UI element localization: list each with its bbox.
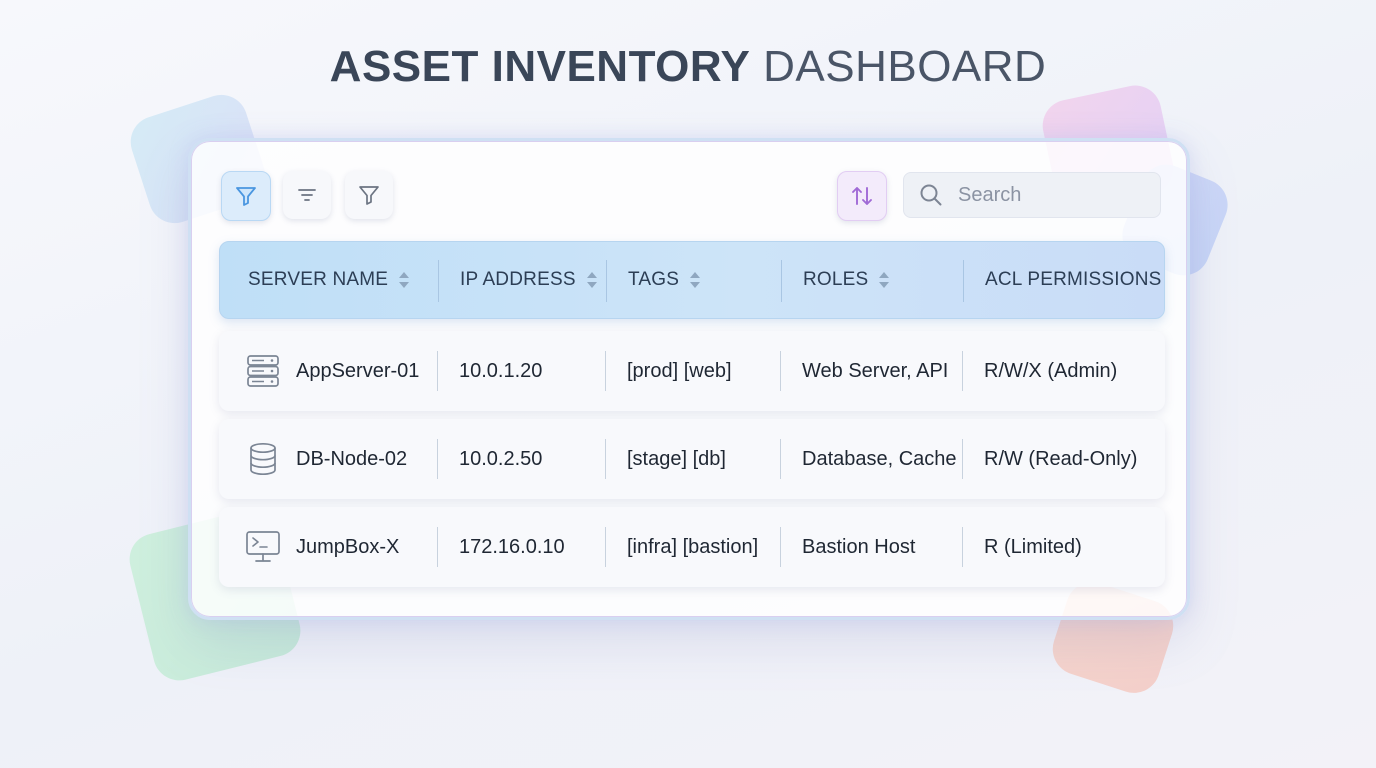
sort-button[interactable] (837, 171, 887, 221)
column-divider (437, 439, 438, 479)
server-name-cell: DB-Node-02 (296, 447, 408, 470)
funnel-icon (359, 186, 379, 205)
column-divider (962, 439, 963, 479)
column-divider (781, 260, 782, 302)
sort-caret-icon (586, 270, 598, 290)
filter-lines-button[interactable] (283, 171, 331, 219)
tags-cell: [infra] [bastion] (627, 535, 759, 558)
acl-permissions-cell: R/W (Read-Only) (984, 447, 1138, 470)
filter-lines-icon (298, 189, 316, 201)
sort-arrows-icon (852, 187, 872, 205)
roles-cell: Bastion Host (802, 535, 916, 558)
acl-permissions-cell: R (Limited) (984, 535, 1082, 558)
ip-address-cell: 10.0.1.20 (459, 359, 543, 382)
column-header-label: IP ADDRESS (460, 269, 576, 290)
column-divider (437, 527, 438, 567)
page-title: ASSET INVENTORY DASHBOARD (0, 42, 1376, 92)
database-icon (250, 442, 276, 476)
column-divider (437, 351, 438, 391)
ip-address-cell: 10.0.2.50 (459, 447, 543, 470)
column-divider (962, 351, 963, 391)
search-field[interactable] (903, 172, 1161, 218)
search-icon (920, 184, 942, 206)
column-divider (780, 527, 781, 567)
server-name-cell: AppServer-01 (296, 359, 420, 382)
filter-active-button[interactable] (221, 171, 271, 221)
column-divider (962, 527, 963, 567)
table-header: SERVER NAME IP ADDRESS TAGS ROLES (219, 241, 1165, 319)
sort-caret-icon (878, 270, 890, 290)
column-divider (605, 527, 606, 567)
tags-cell: [stage] [db] (627, 447, 726, 470)
ip-address-cell: 172.16.0.10 (459, 535, 565, 558)
column-header-label: SERVER NAME (248, 269, 389, 290)
sort-caret-icon (689, 270, 701, 290)
column-header-label: ROLES (803, 269, 869, 290)
funnel-icon (236, 187, 256, 206)
roles-cell: Web Server, API (802, 359, 949, 382)
column-divider (780, 351, 781, 391)
table-row[interactable]: AppServer-01 10.0.1.20 [prod] [web] Web … (219, 331, 1165, 411)
search-input[interactable] (956, 182, 1140, 208)
column-header-ip-address[interactable]: IP ADDRESS (460, 242, 598, 318)
table-row[interactable]: JumpBox-X 172.16.0.10 [infra] [bastion] … (219, 507, 1165, 587)
inventory-panel: SERVER NAME IP ADDRESS TAGS ROLES (188, 138, 1190, 620)
table-row[interactable]: DB-Node-02 10.0.2.50 [stage] [db] Databa… (219, 419, 1165, 499)
column-header-server-name[interactable]: SERVER NAME (248, 242, 410, 318)
column-header-roles[interactable]: ROLES (803, 242, 890, 318)
tags-cell: [prod] [web] (627, 359, 732, 382)
column-header-tags[interactable]: TAGS (628, 242, 701, 318)
terminal-monitor-icon (246, 531, 280, 562)
column-divider (963, 260, 964, 302)
server-rack-icon (247, 355, 279, 387)
column-divider (438, 260, 439, 302)
column-divider (605, 351, 606, 391)
server-name-cell: JumpBox-X (296, 535, 400, 558)
sort-caret-icon (398, 270, 410, 290)
column-header-label: TAGS (628, 269, 680, 290)
column-header-label: ACL PERMISSIONS (985, 269, 1162, 290)
column-divider (780, 439, 781, 479)
page-title-bold: ASSET INVENTORY (329, 42, 751, 91)
page-title-light: DASHBOARD (763, 42, 1047, 91)
column-divider (606, 260, 607, 302)
acl-permissions-cell: R/W/X (Admin) (984, 359, 1118, 382)
roles-cell: Database, Cache (802, 447, 957, 470)
filter-button[interactable] (345, 171, 393, 219)
column-header-acl-permissions[interactable]: ACL PERMISSIONS (985, 242, 1162, 318)
column-divider (605, 439, 606, 479)
